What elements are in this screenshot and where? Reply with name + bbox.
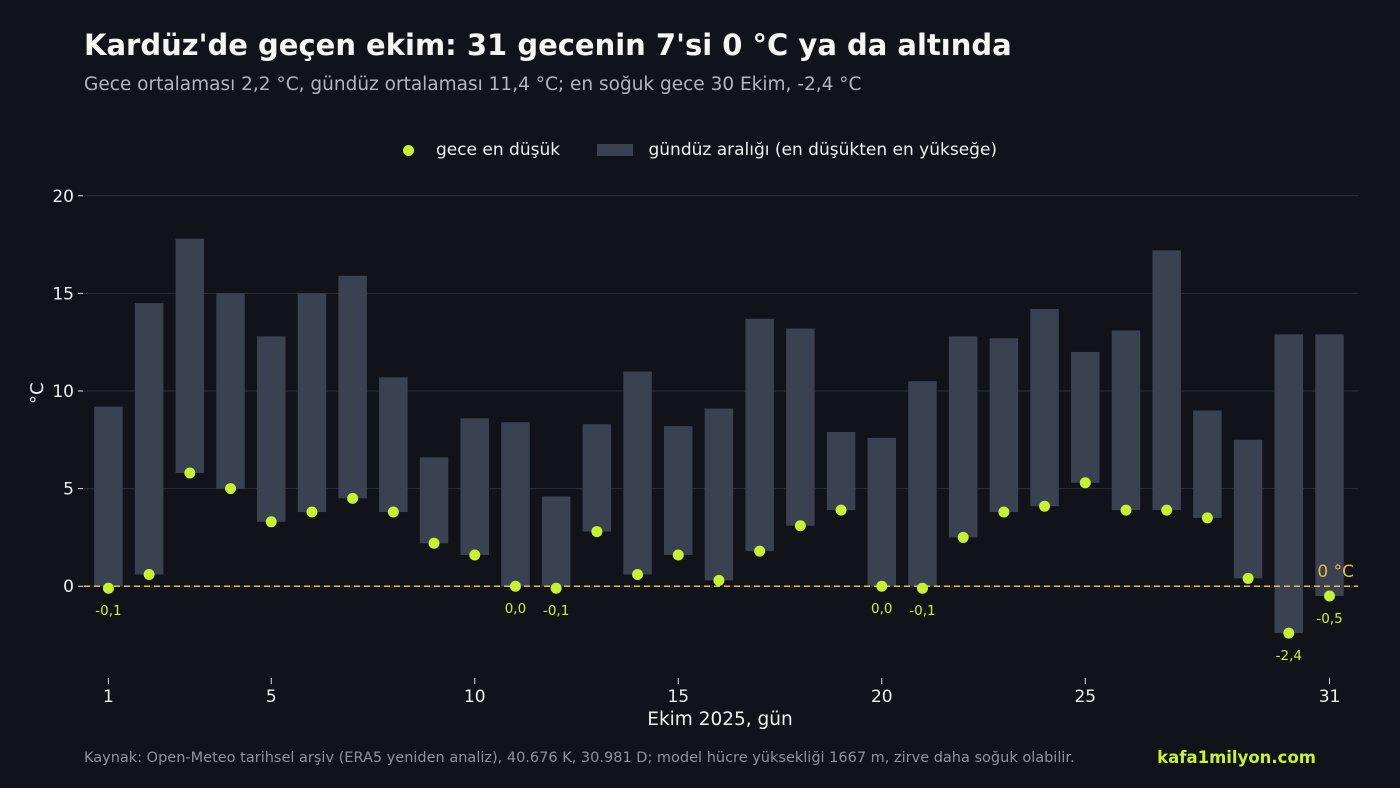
legend-dot-icon [402,144,414,156]
legend-item-day: gündüz aralığı (en düşükten en yükseğe) [597,140,997,160]
data-label: 0,0 [871,601,892,617]
day-range-bar [1193,410,1222,518]
x-tick-label: 15 [667,687,689,707]
night-low-point [306,506,318,518]
day-range-bar [338,275,367,499]
x-tick-label: 1 [103,687,114,707]
data-label: -0,1 [95,603,121,619]
day-range-bar [297,293,327,513]
x-tick-label: 20 [871,687,893,707]
day-range-bar [786,328,815,526]
day-range-bar [826,432,856,511]
day-range-bar [379,377,408,513]
legend: gece en düşük gündüz aralığı (en düşükte… [0,140,1400,160]
night-low-point [1324,590,1336,602]
night-low-point [1079,477,1091,489]
night-low-point [387,506,399,518]
night-low-point [916,582,928,594]
night-low-point [469,549,481,561]
night-low-point [632,569,644,581]
night-low-point [1120,504,1132,516]
day-range-bar [501,422,530,587]
day-range-bar [175,238,205,473]
night-low-point [876,580,888,592]
day-range-bar [1111,330,1141,511]
night-low-point [1283,627,1295,639]
night-low-point [794,520,806,532]
night-low-point [509,580,521,592]
night-low-point [550,582,562,594]
legend-label-day: gündüz aralığı (en düşükten en yükseğe) [648,140,998,160]
night-low-point [102,582,114,594]
night-low-point [754,545,766,557]
data-label: -2,4 [1276,648,1302,664]
data-label: -0,5 [1316,611,1342,627]
day-range-bar [867,437,897,587]
source-note: Kaynak: Open-Meteo tarihsel arşiv (ERA5 … [84,750,1075,766]
night-low-point [428,537,440,549]
night-low-point [1201,512,1213,524]
night-low-point [591,526,603,538]
legend-bar-icon [597,144,634,156]
y-axis-label: °C [27,382,48,404]
y-tick-label: 0 [63,577,74,597]
night-low-point [347,492,359,504]
night-low-point [1039,500,1051,512]
y-tick-label: 10 [52,382,74,402]
night-low-point [835,504,847,516]
zero-line-label: 0 °C [1317,562,1354,582]
data-label: -0,1 [543,603,569,619]
day-range-bar [704,408,734,581]
night-low-point [184,467,196,479]
day-range-bar [948,336,978,538]
data-label: 0,0 [505,601,526,617]
chart-title: Kardüz'de geçen ekim: 31 gecenin 7'si 0 … [84,28,1012,62]
day-range-bar [134,303,164,575]
night-low-point [265,516,277,528]
day-range-bar [908,381,937,587]
day-range-bar [664,426,693,555]
night-low-point [998,506,1010,518]
night-low-point [143,569,155,581]
data-label: -0,1 [909,603,935,619]
day-range-bar [1233,439,1263,579]
day-range-bar [1152,250,1181,511]
night-low-point [225,483,237,495]
day-range-bar [419,457,449,544]
day-range-bar [582,424,612,532]
day-range-bar [256,336,286,522]
day-range-bar [623,371,652,575]
y-tick-label: 5 [63,480,74,500]
x-tick-label: 5 [266,687,277,707]
x-tick-label: 31 [1319,687,1341,707]
day-range-bar [216,293,245,489]
day-range-bar [94,406,123,587]
day-range-bar [541,496,571,587]
chart-subtitle: Gece ortalaması 2,2 °C, gündüz ortalamas… [84,74,862,95]
day-range-bar [989,338,1019,513]
day-range-bar [460,418,489,555]
x-tick-label: 10 [464,687,486,707]
legend-label-night: gece en düşük [435,140,561,160]
day-range-bar [1274,334,1304,634]
night-low-point [957,531,969,543]
night-low-point [672,549,684,561]
x-tick-label: 25 [1074,687,1096,707]
day-range-bar [1030,309,1059,507]
brand-link[interactable]: kafa1milyon.com [1157,748,1316,767]
night-low-point [713,574,725,586]
night-low-point [1242,572,1254,584]
y-tick-label: 20 [52,187,74,207]
night-low-point [1161,504,1173,516]
legend-item-night: gece en düşük [402,140,561,160]
x-axis-label: Ekim 2025, gün [647,709,793,730]
day-range-bar [1071,351,1100,483]
day-range-bar [745,318,774,552]
day-range-bar [1315,334,1344,596]
y-tick-label: 15 [52,284,74,304]
